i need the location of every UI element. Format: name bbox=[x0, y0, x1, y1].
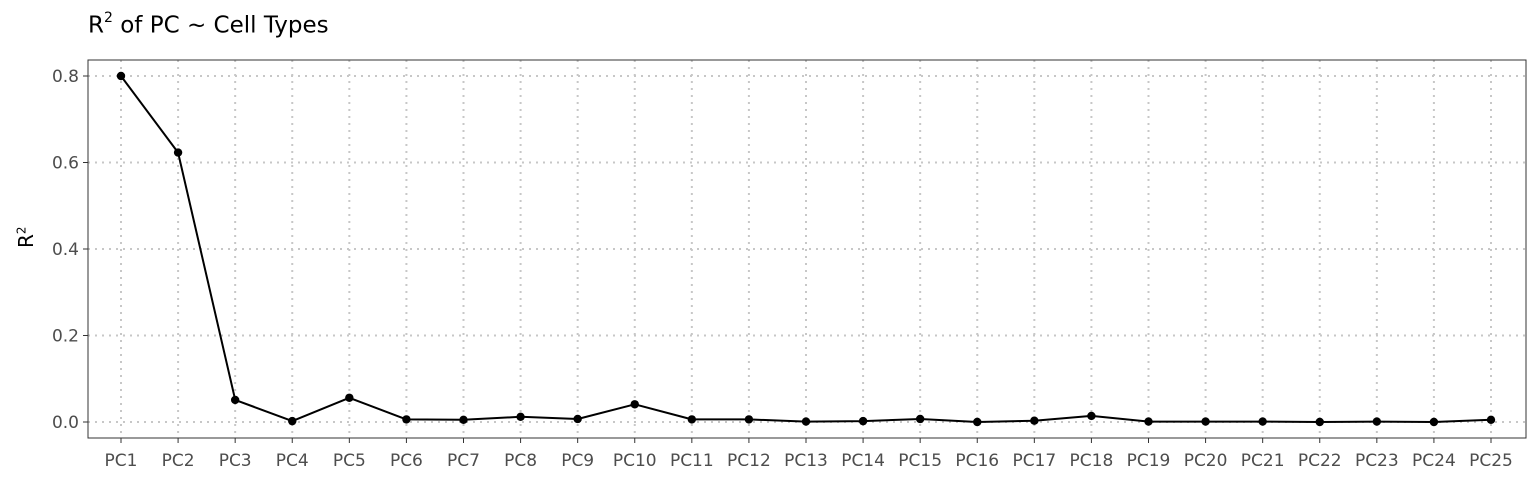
x-tick-label: PC20 bbox=[1184, 451, 1228, 471]
x-tick-label: PC14 bbox=[841, 451, 885, 471]
data-point bbox=[345, 393, 354, 402]
y-tick-label: 0.6 bbox=[52, 154, 79, 174]
y-tick-label: 0.0 bbox=[52, 413, 79, 433]
data-point bbox=[1144, 417, 1153, 426]
data-point bbox=[402, 415, 411, 424]
data-point bbox=[687, 415, 697, 424]
y-tick-label: 0.8 bbox=[52, 67, 79, 87]
x-tick-label: PC25 bbox=[1469, 451, 1513, 471]
x-tick-label: PC15 bbox=[898, 451, 942, 471]
x-tick-label: PC12 bbox=[727, 451, 771, 471]
x-tick-label: PC24 bbox=[1412, 451, 1456, 471]
x-tick-label: PC8 bbox=[504, 451, 537, 471]
data-point bbox=[1315, 417, 1324, 427]
data-point bbox=[1372, 417, 1382, 426]
x-tick-label: PC4 bbox=[276, 451, 309, 471]
x-tick-label: PC18 bbox=[1070, 451, 1114, 471]
data-point bbox=[973, 417, 982, 427]
title-superscript: 2 bbox=[103, 10, 113, 26]
x-tick-label: PC17 bbox=[1012, 451, 1056, 471]
x-tick-label: PC6 bbox=[390, 451, 423, 471]
data-point bbox=[1429, 417, 1439, 427]
data-point bbox=[915, 414, 925, 424]
data-point bbox=[173, 148, 183, 157]
data-point bbox=[459, 415, 468, 425]
x-tick-label: PC16 bbox=[955, 451, 999, 471]
x-tick-label: PC2 bbox=[162, 451, 195, 471]
title-rest: of PC ~ Cell Types bbox=[112, 12, 329, 39]
data-point bbox=[573, 414, 582, 424]
x-tick-label: PC11 bbox=[670, 451, 714, 471]
data-point bbox=[630, 400, 639, 409]
data-point bbox=[1087, 411, 1096, 421]
data-point bbox=[744, 415, 754, 424]
data-point bbox=[230, 395, 240, 405]
y-tick-label: 0.2 bbox=[52, 326, 79, 346]
data-point bbox=[1258, 417, 1267, 426]
x-tick-label: PC3 bbox=[219, 451, 252, 471]
data-point bbox=[801, 417, 811, 426]
data-point bbox=[858, 416, 868, 426]
data-point bbox=[1030, 416, 1039, 425]
axes: PC1 PC2 PC3 PC4 PC5 PC6 PC7 PC8 PC9 PC10 PC11 PC12 P… bbox=[52, 67, 1513, 471]
x-tick-label: PC22 bbox=[1298, 451, 1342, 471]
x-tick-label: PC13 bbox=[784, 451, 828, 471]
grid bbox=[88, 60, 1526, 438]
y-tick-label: 0.4 bbox=[52, 240, 79, 260]
title-base: R bbox=[88, 12, 104, 39]
data-point bbox=[1486, 415, 1496, 425]
x-tick-label: PC10 bbox=[613, 451, 657, 471]
x-tick-label: PC9 bbox=[561, 451, 594, 471]
data-point bbox=[516, 412, 525, 422]
data-points bbox=[116, 71, 1496, 427]
data-point bbox=[116, 71, 126, 81]
x-tick-label: PC5 bbox=[333, 451, 366, 471]
x-tick-label: PC1 bbox=[105, 451, 138, 471]
x-tick-label: PC7 bbox=[447, 451, 480, 471]
data-point bbox=[288, 416, 297, 426]
x-tick-label: PC23 bbox=[1355, 451, 1399, 471]
data-point bbox=[1201, 417, 1210, 426]
x-tick-label: PC21 bbox=[1241, 451, 1285, 471]
x-tick-label: PC19 bbox=[1127, 451, 1171, 471]
chart-title: R2 of PC ~ Cell Types bbox=[88, 10, 329, 39]
